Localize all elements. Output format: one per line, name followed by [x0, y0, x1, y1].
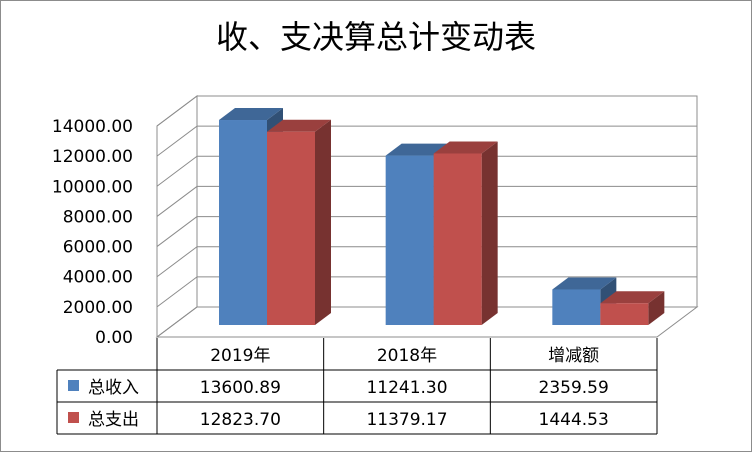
side-wall	[156, 95, 198, 338]
bar-front	[219, 120, 267, 325]
side-gridline	[156, 125, 198, 157]
data-label: 2359.59	[539, 378, 609, 398]
side-gridline	[156, 155, 198, 187]
legend-label: 总支出	[88, 410, 139, 430]
x-tick-label: 增减额	[548, 346, 599, 366]
bar-top	[385, 143, 450, 156]
data-label: 12823.70	[200, 410, 281, 430]
y-tick-label: 0.00	[95, 328, 133, 348]
side-gridline	[156, 276, 198, 308]
side-gridline	[156, 306, 198, 338]
bar-top	[267, 119, 331, 132]
bar	[267, 119, 331, 326]
y-tick-label: 2000.00	[63, 298, 133, 318]
y-tick-label: 14000.00	[52, 117, 133, 137]
data-label: 11379.17	[366, 410, 447, 430]
side-gridline	[156, 216, 198, 247]
bar-side	[315, 119, 331, 326]
side-gridline	[156, 186, 198, 217]
y-tick-label: 12000.00	[52, 147, 133, 167]
legend-swatch	[68, 412, 79, 423]
bar-front	[385, 155, 434, 325]
data-label: 1444.53	[539, 410, 609, 430]
x-tick-label: 2019年	[210, 346, 270, 366]
y-tick-label: 8000.00	[63, 207, 133, 227]
legend-swatch	[68, 380, 79, 391]
bar	[600, 291, 665, 325]
y-tick-label: 10000.00	[52, 177, 133, 197]
x-tick-label: 2018年	[377, 346, 437, 366]
data-label: 13600.89	[200, 378, 281, 398]
y-tick-label: 6000.00	[63, 238, 133, 258]
side-gridline	[156, 95, 198, 127]
side-gridline	[156, 246, 198, 278]
bar-top	[219, 108, 283, 121]
chart-title: 收、支决算总计变动表	[215, 18, 536, 56]
bar-front	[600, 303, 649, 325]
bar-top	[433, 141, 498, 154]
y-tick-label: 4000.00	[63, 268, 133, 288]
bar-front	[552, 289, 601, 325]
bar	[433, 141, 498, 325]
bar-side	[481, 141, 498, 325]
bar-top	[552, 277, 617, 290]
data-label: 11241.30	[366, 378, 447, 398]
bar-side	[648, 291, 665, 325]
bar-front	[267, 131, 315, 325]
legend-label: 总收入	[88, 378, 139, 398]
bar-front	[433, 153, 482, 325]
bar-top	[600, 291, 665, 304]
